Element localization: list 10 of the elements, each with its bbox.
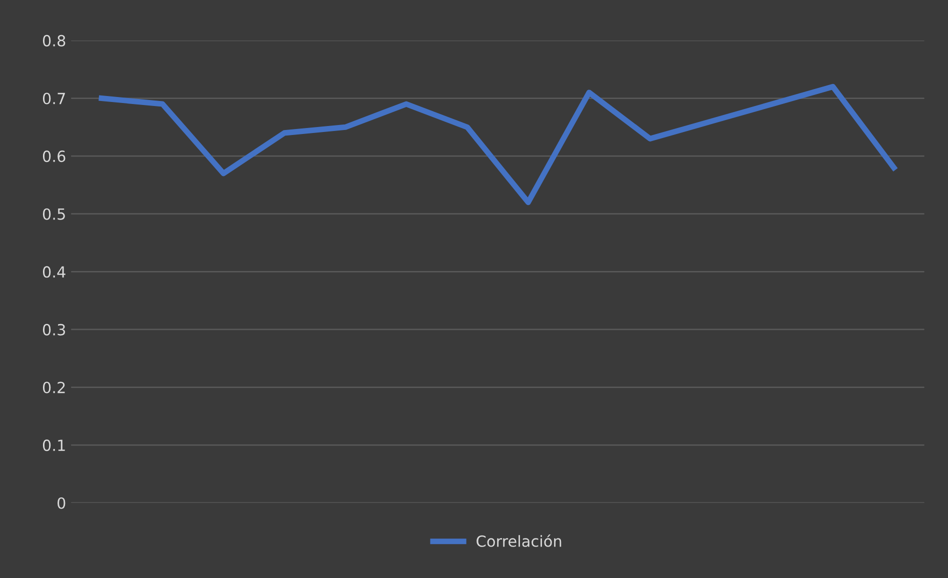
y-tick-label: 0.4 xyxy=(42,266,66,278)
legend-label: Correlación xyxy=(476,534,562,547)
y-tick-label: 0.6 xyxy=(42,150,66,162)
y-tick-label: 0 xyxy=(58,497,66,509)
y-tick-label: 0.5 xyxy=(42,208,65,220)
y-tick-label: 0.7 xyxy=(42,92,65,104)
y-tick-label: 0.1 xyxy=(42,440,65,452)
y-tick-label: 0.3 xyxy=(42,324,66,336)
y-tick-label: 0.8 xyxy=(42,34,66,46)
y-tick-label: 0.2 xyxy=(42,382,65,394)
